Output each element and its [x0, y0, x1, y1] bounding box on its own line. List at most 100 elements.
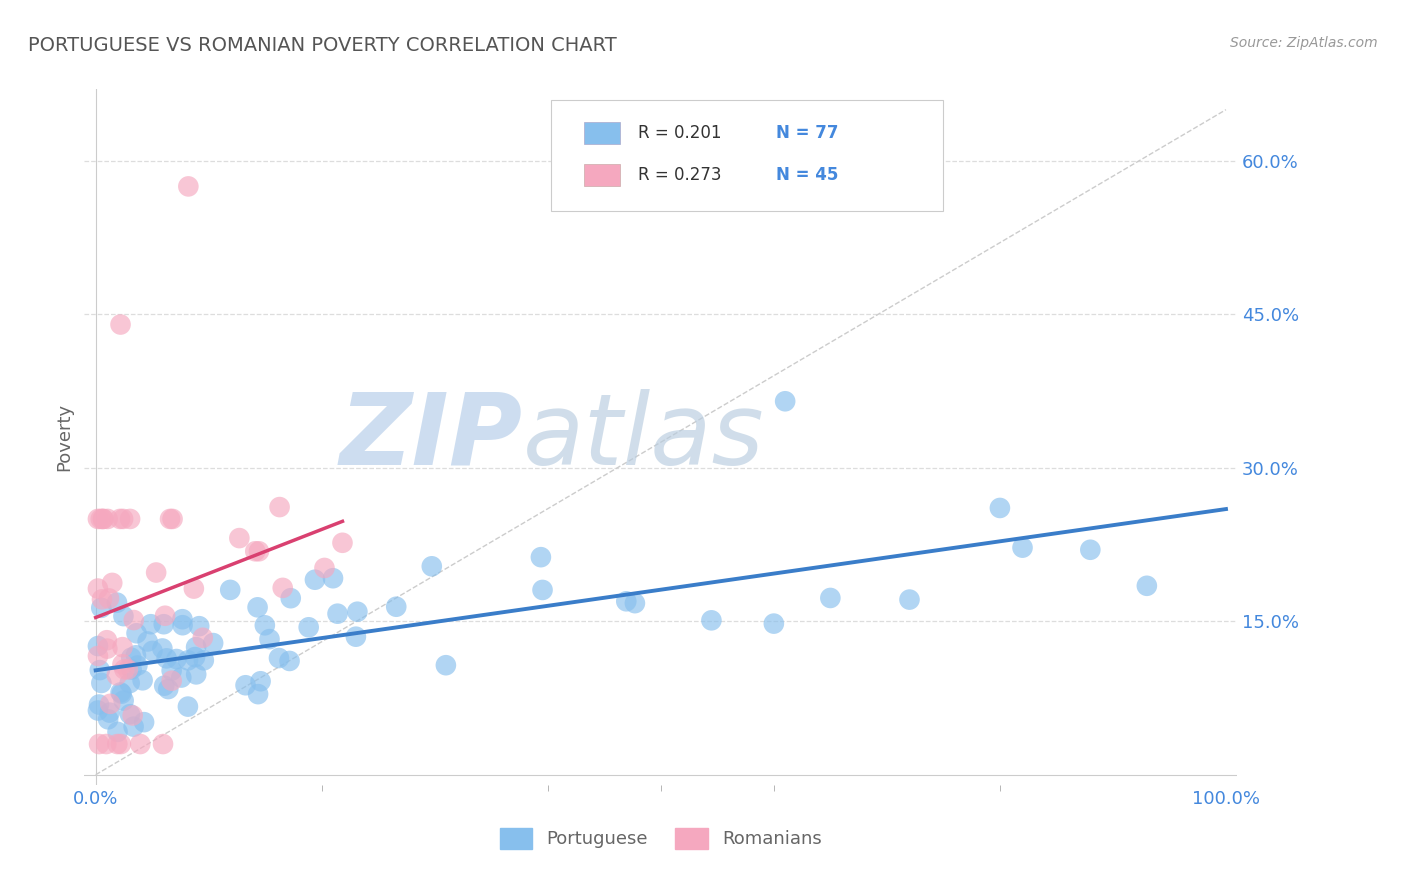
Point [107, 724, 129, 739]
Point [96, 737, 118, 751]
Point [322, 571, 344, 585]
Text: Source: ZipAtlas.com: Source: ZipAtlas.com [1230, 36, 1378, 50]
Point [118, 707, 141, 722]
Point [111, 640, 134, 654]
Point [120, 512, 142, 526]
Point [326, 607, 349, 621]
Point [90, 676, 112, 690]
Text: atlas: atlas [523, 389, 763, 485]
Point [111, 657, 134, 672]
Point [271, 581, 294, 595]
Point [87, 582, 110, 596]
Point [247, 687, 270, 701]
Point [184, 640, 207, 654]
Point [139, 617, 162, 632]
Point [184, 650, 207, 665]
Point [152, 617, 174, 632]
Point [346, 605, 368, 619]
Point [700, 613, 723, 627]
Point [97, 512, 120, 526]
Point [91, 512, 114, 526]
FancyBboxPatch shape [583, 163, 620, 186]
Point [157, 681, 180, 696]
Point [314, 561, 336, 575]
Point [162, 512, 184, 526]
Point [1011, 541, 1033, 555]
Point [150, 641, 173, 656]
Point [97, 712, 120, 726]
Point [136, 634, 159, 648]
Point [160, 673, 183, 688]
FancyBboxPatch shape [551, 100, 943, 211]
Point [177, 653, 200, 667]
Point [385, 599, 408, 614]
Point [219, 582, 242, 597]
Point [96, 641, 118, 656]
Point [87, 648, 110, 663]
Point [89, 663, 111, 677]
Y-axis label: Poverty: Poverty [55, 403, 73, 471]
Point [434, 658, 457, 673]
Point [87, 704, 110, 718]
Point [193, 653, 215, 667]
Point [1136, 579, 1159, 593]
Point [280, 591, 302, 606]
Point [166, 652, 188, 666]
Point [267, 651, 290, 665]
Point [152, 737, 174, 751]
Point [259, 632, 281, 646]
Point [96, 633, 118, 648]
Point [87, 698, 110, 712]
Point [762, 616, 785, 631]
Point [235, 678, 257, 692]
Point [111, 687, 134, 701]
Text: R = 0.201: R = 0.201 [638, 124, 721, 142]
Legend: Portuguese, Romanians: Portuguese, Romanians [492, 821, 830, 856]
Point [988, 500, 1011, 515]
Point [87, 639, 110, 653]
Point [278, 654, 301, 668]
Point [121, 663, 143, 677]
Point [269, 500, 291, 514]
Point [122, 720, 145, 734]
Point [614, 594, 637, 608]
Point [105, 737, 128, 751]
Point [87, 737, 110, 751]
Point [183, 582, 205, 596]
Point [91, 592, 114, 607]
FancyBboxPatch shape [583, 122, 620, 145]
Point [87, 512, 110, 526]
Point [112, 512, 135, 526]
Point [110, 737, 132, 751]
Point [129, 737, 152, 751]
Point [101, 575, 124, 590]
Text: R = 0.273: R = 0.273 [638, 166, 721, 184]
Point [120, 650, 142, 665]
Point [110, 318, 132, 332]
Point [172, 618, 194, 632]
Point [188, 619, 211, 633]
Point [304, 573, 326, 587]
Point [332, 536, 354, 550]
Point [117, 663, 139, 677]
Point [98, 706, 121, 720]
Point [247, 544, 270, 558]
Point [344, 630, 367, 644]
Text: ZIP: ZIP [339, 389, 523, 485]
Point [90, 512, 112, 526]
Point [531, 582, 554, 597]
Point [127, 658, 149, 673]
Point [228, 531, 250, 545]
Point [155, 651, 177, 665]
Point [98, 591, 121, 606]
Point [98, 697, 121, 711]
Point [186, 667, 208, 681]
Point [773, 394, 796, 409]
Point [246, 600, 269, 615]
Point [172, 612, 194, 626]
Point [1078, 542, 1101, 557]
Point [112, 609, 135, 624]
Point [298, 620, 321, 634]
Point [90, 600, 112, 615]
Text: N = 45: N = 45 [776, 166, 838, 184]
